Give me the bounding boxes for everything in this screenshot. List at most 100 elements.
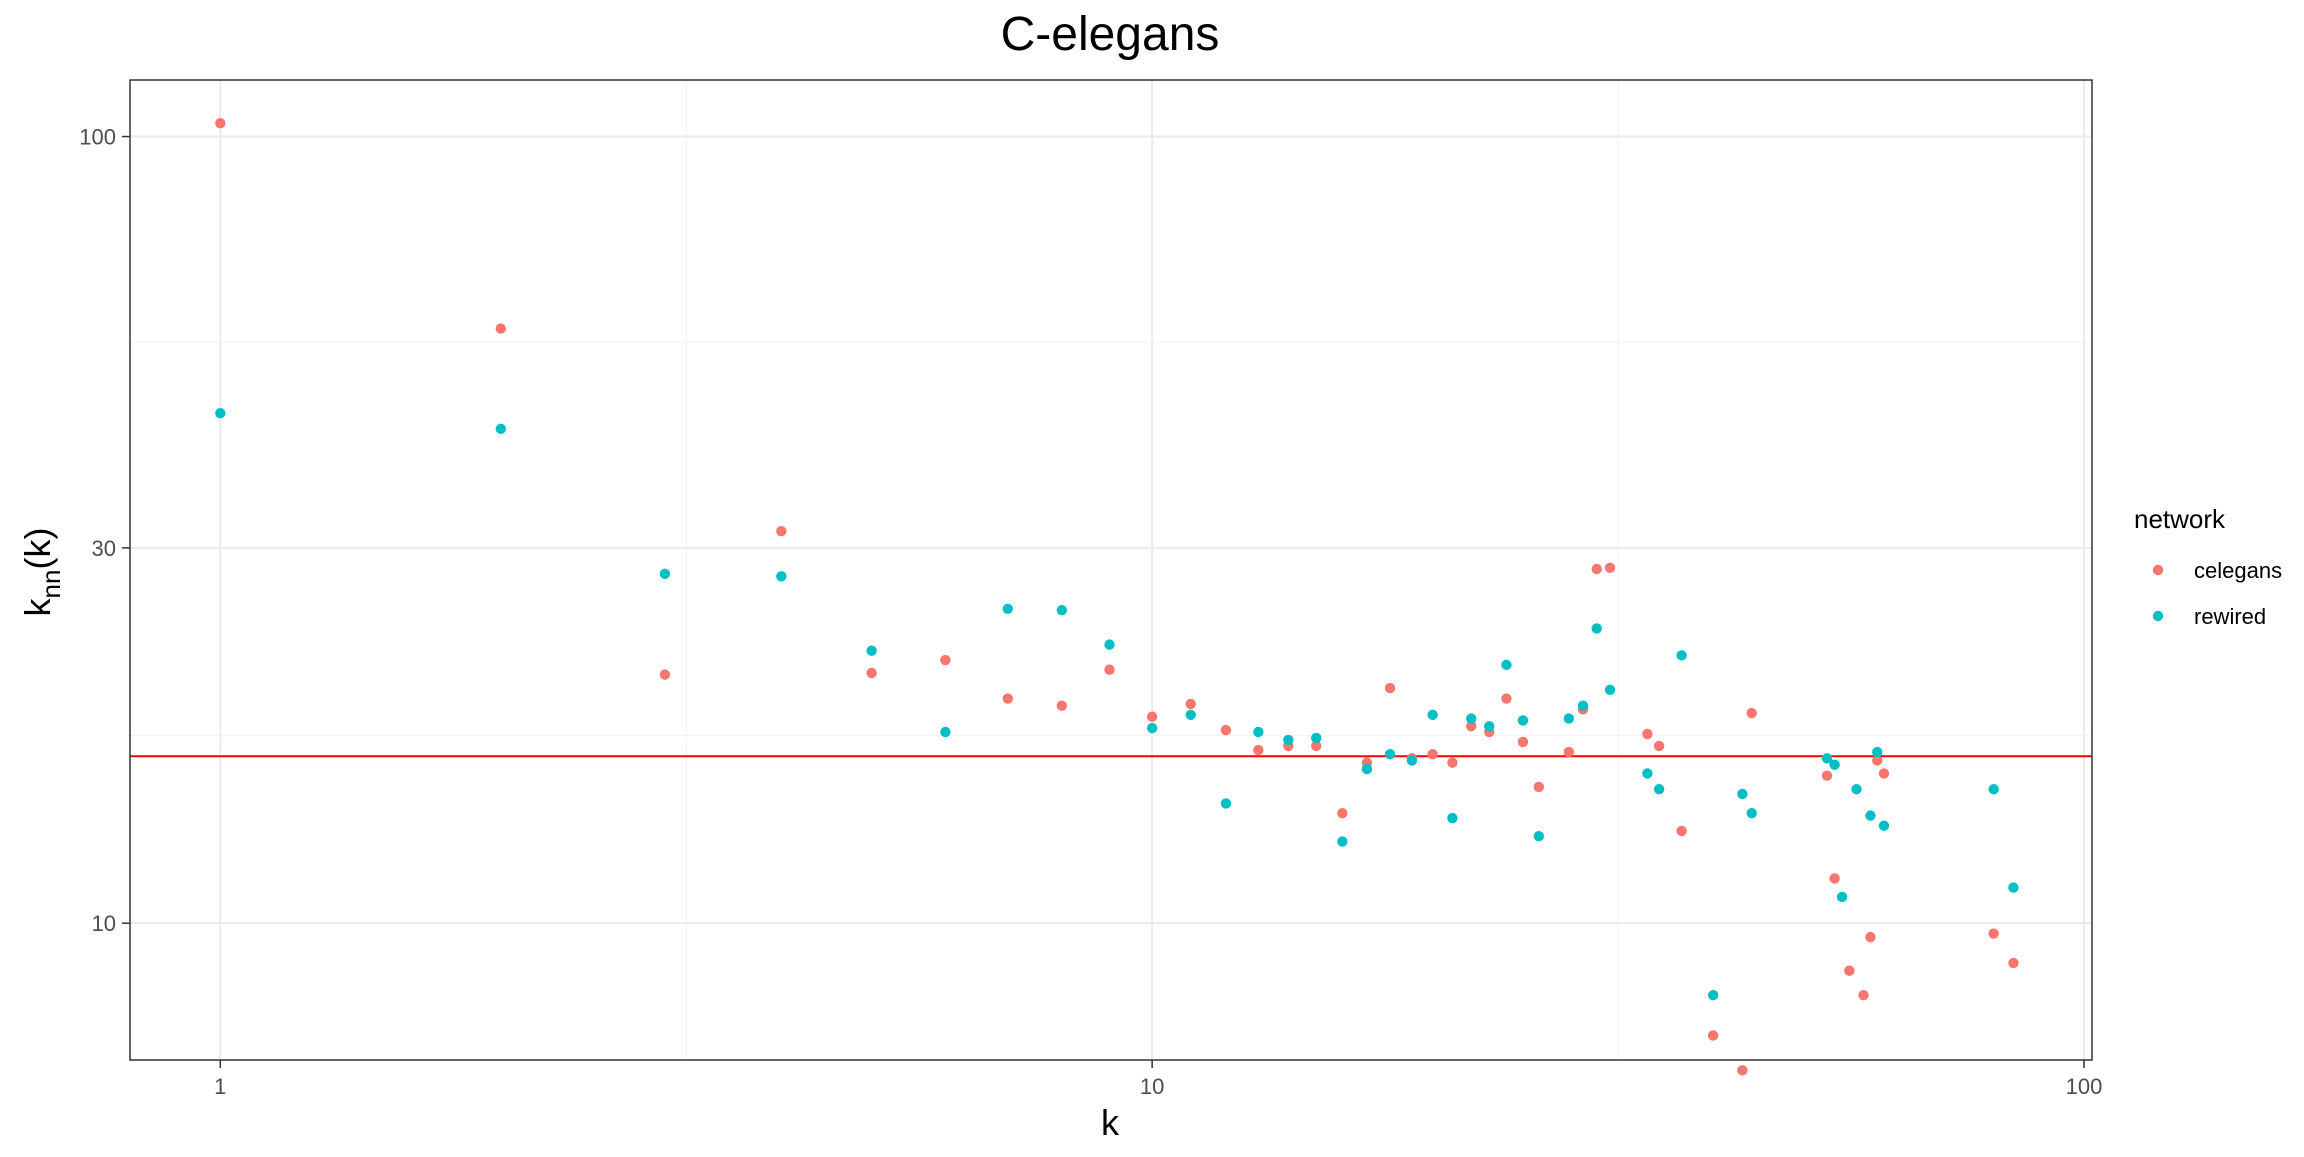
point-celegans (1427, 748, 1438, 760)
x-tick-label: 1 (214, 1074, 226, 1099)
series-celegans (215, 117, 2019, 1076)
point-celegans (866, 667, 877, 679)
y-axis-ticks: 10 30 100 (79, 125, 130, 936)
point-celegans (1466, 720, 1477, 732)
point-rewired (1337, 836, 1348, 847)
point-rewired (1484, 720, 1495, 732)
point-rewired (1872, 746, 1883, 758)
point-celegans (940, 654, 951, 666)
point-rewired (1577, 700, 1589, 711)
point-rewired (1447, 812, 1458, 824)
point-rewired (659, 568, 671, 580)
point-rewired (1836, 891, 1848, 903)
point-rewired (1146, 722, 1158, 734)
point-rewired (1056, 604, 1068, 616)
point-rewired (1707, 989, 1719, 1001)
data-points (215, 117, 2019, 1076)
point-rewired (1406, 755, 1418, 766)
point-celegans (1844, 965, 1855, 976)
point-rewired (1501, 659, 1512, 671)
point-celegans (1447, 757, 1458, 768)
point-celegans (1311, 740, 1322, 752)
point-celegans (776, 525, 787, 537)
x-tick-label: 100 (2066, 1074, 2103, 1099)
point-celegans (215, 117, 226, 129)
point-celegans (1821, 770, 1833, 781)
point-celegans (1220, 724, 1232, 736)
point-rewired (1865, 810, 1876, 821)
point-celegans (1878, 768, 1890, 779)
point-celegans (1642, 728, 1653, 740)
point-celegans (1253, 744, 1264, 756)
legend-label-rewired: rewired (2194, 604, 2266, 629)
point-celegans (1604, 562, 1616, 573)
point-celegans (1829, 873, 1840, 884)
point-celegans (1653, 740, 1665, 752)
point-rewired (1533, 830, 1545, 842)
point-celegans (1865, 931, 1876, 943)
y-tick-label: 30 (92, 536, 116, 561)
x-axis-label: k (1101, 1102, 1120, 1143)
point-rewired (1642, 768, 1653, 779)
point-celegans (1185, 698, 1196, 710)
point-rewired (1220, 798, 1232, 809)
point-celegans (1872, 755, 1883, 766)
point-rewired (1878, 820, 1890, 831)
point-celegans (495, 323, 507, 334)
point-rewired (1604, 684, 1616, 696)
point-celegans (1746, 707, 1757, 719)
y-axis-label-subscript: nn (36, 570, 66, 599)
point-celegans (1501, 693, 1512, 704)
point-celegans (1384, 682, 1396, 694)
point-rewired (866, 645, 877, 656)
point-rewired (1737, 788, 1748, 800)
point-rewired (2008, 882, 2019, 893)
legend-items: celegans rewired (2152, 558, 2282, 629)
point-celegans (1676, 825, 1687, 837)
point-rewired (1104, 639, 1115, 650)
point-celegans (659, 669, 671, 680)
point-rewired (1851, 784, 1862, 795)
legend: network celegans rewired (2134, 504, 2282, 629)
y-axis-label-main: k (17, 597, 58, 616)
y-tick-label: 10 (92, 911, 116, 936)
point-rewired (1466, 713, 1477, 724)
point-celegans (1563, 746, 1575, 758)
legend-key-celegans (2152, 564, 2164, 576)
point-celegans (1002, 693, 1014, 704)
y-tick-label: 100 (79, 125, 116, 150)
point-rewired (776, 571, 787, 582)
point-rewired (1427, 709, 1438, 721)
point-rewired (1002, 603, 1014, 614)
legend-label-celegans: celegans (2194, 558, 2282, 583)
point-celegans (1517, 736, 1529, 748)
panel-border (129, 79, 2093, 1061)
point-celegans (1988, 928, 1999, 939)
point-rewired (1384, 748, 1396, 760)
point-celegans (2008, 957, 2019, 969)
x-tick-label: 10 (1140, 1074, 1164, 1099)
legend-key-rewired (2152, 610, 2164, 622)
series-rewired (215, 407, 2019, 1001)
point-rewired (495, 423, 507, 435)
point-rewired (1517, 715, 1529, 726)
point-rewired (1988, 784, 1999, 795)
point-rewired (1311, 732, 1322, 744)
chart-title: C-elegans (1001, 8, 1220, 61)
point-rewired (1283, 734, 1294, 746)
point-rewired (1829, 759, 1840, 770)
point-celegans (1858, 989, 1869, 1001)
point-celegans (1337, 807, 1348, 819)
point-rewired (1361, 763, 1373, 775)
point-celegans (1146, 711, 1158, 722)
legend-title: network (2134, 504, 2226, 534)
point-celegans (1737, 1065, 1748, 1076)
point-rewired (1591, 623, 1602, 634)
y-axis-label-suffix: (k) (17, 528, 58, 570)
point-rewired (1746, 807, 1757, 819)
point-rewired (1821, 753, 1833, 764)
point-rewired (1185, 709, 1196, 721)
point-celegans (1533, 781, 1545, 793)
